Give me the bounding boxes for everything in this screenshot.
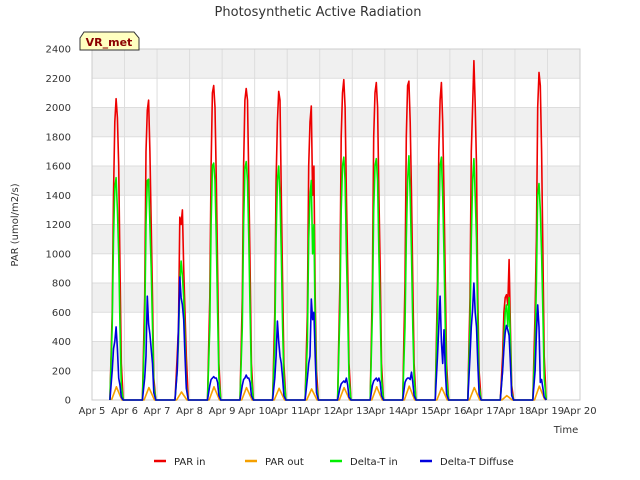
y-axis-ticks: 0 200 400 600 800 1000 1200 1400 1600 1800 2000 220… <box>46 45 71 407</box>
legend-label-par-in: PAR in <box>174 457 205 468</box>
y-tick-label: 2400 <box>46 45 71 56</box>
plot-bands <box>92 49 580 400</box>
plot-band <box>92 78 580 108</box>
plot-band <box>92 107 580 137</box>
y-tick-label: 400 <box>52 337 71 348</box>
y-tick-label: 1600 <box>46 162 71 173</box>
plot-band <box>92 341 580 371</box>
legend-label-delta-t-diffuse: Delta-T Diffuse <box>440 457 514 468</box>
x-tick-label: Apr 14 <box>368 406 401 417</box>
x-tick-label: Apr 11 <box>271 406 304 417</box>
y-tick-label: 200 <box>52 366 71 377</box>
y-tick-label: 2000 <box>46 103 71 114</box>
x-tick-label: Apr 18 <box>498 406 531 417</box>
x-tick-label: Apr 12 <box>303 406 336 417</box>
plot-band <box>92 253 580 283</box>
plot-band <box>92 49 580 79</box>
y-tick-label: 1000 <box>46 249 71 260</box>
legend: PAR in PAR out Delta-T in Delta-T Diffuse <box>154 457 514 468</box>
site-badge-box <box>79 31 140 51</box>
x-axis-ticks: Apr 5 Apr 6 Apr 7 Apr 8 Apr 9 Apr 10 Apr 11 Apr… <box>79 406 597 417</box>
site-badge: VR_met <box>79 31 140 51</box>
y-tick-label: 1400 <box>46 191 71 202</box>
y-axis-label: PAR (umol/m2/s) <box>10 183 21 266</box>
legend-label-par-out: PAR out <box>265 457 304 468</box>
x-tick-label: Apr 6 <box>111 406 138 417</box>
series-lines <box>109 59 547 401</box>
grid-lines <box>91 48 581 401</box>
x-tick-label: Apr 16 <box>433 406 466 417</box>
x-tick-label: Apr 9 <box>209 406 236 417</box>
y-tick-label: 0 <box>65 396 71 407</box>
series-line-delta-t-diffuse <box>109 276 547 401</box>
x-tick-label: Apr 5 <box>79 406 106 417</box>
y-tick-label: 800 <box>52 279 71 290</box>
x-axis-label: Time <box>553 425 578 436</box>
y-tick-label: 2200 <box>46 74 71 85</box>
plot-band <box>92 166 580 196</box>
x-tick-label: Apr 8 <box>176 406 203 417</box>
plot-band <box>92 312 580 342</box>
x-tick-label: Apr 20 <box>563 406 596 417</box>
x-tick-label: Apr 15 <box>401 406 434 417</box>
plot-band <box>92 370 580 400</box>
x-tick-label: Apr 17 <box>466 406 499 417</box>
chart-title: Photosynthetic Active Radiation <box>215 5 422 20</box>
plot-band <box>92 136 580 166</box>
y-tick-label: 1800 <box>46 132 71 143</box>
plot-band <box>92 195 580 225</box>
plot-band <box>92 283 580 313</box>
x-tick-label: Apr 10 <box>238 406 271 417</box>
site-badge-text: VR_met <box>86 36 133 49</box>
y-tick-label: 600 <box>52 308 71 319</box>
x-tick-label: Apr 7 <box>144 406 171 417</box>
x-tick-label: Apr 13 <box>336 406 369 417</box>
plot-band <box>92 224 580 254</box>
x-tick-label: Apr 19 <box>531 406 564 417</box>
legend-label-delta-t-in: Delta-T in <box>350 457 398 468</box>
y-tick-label: 1200 <box>46 220 71 231</box>
